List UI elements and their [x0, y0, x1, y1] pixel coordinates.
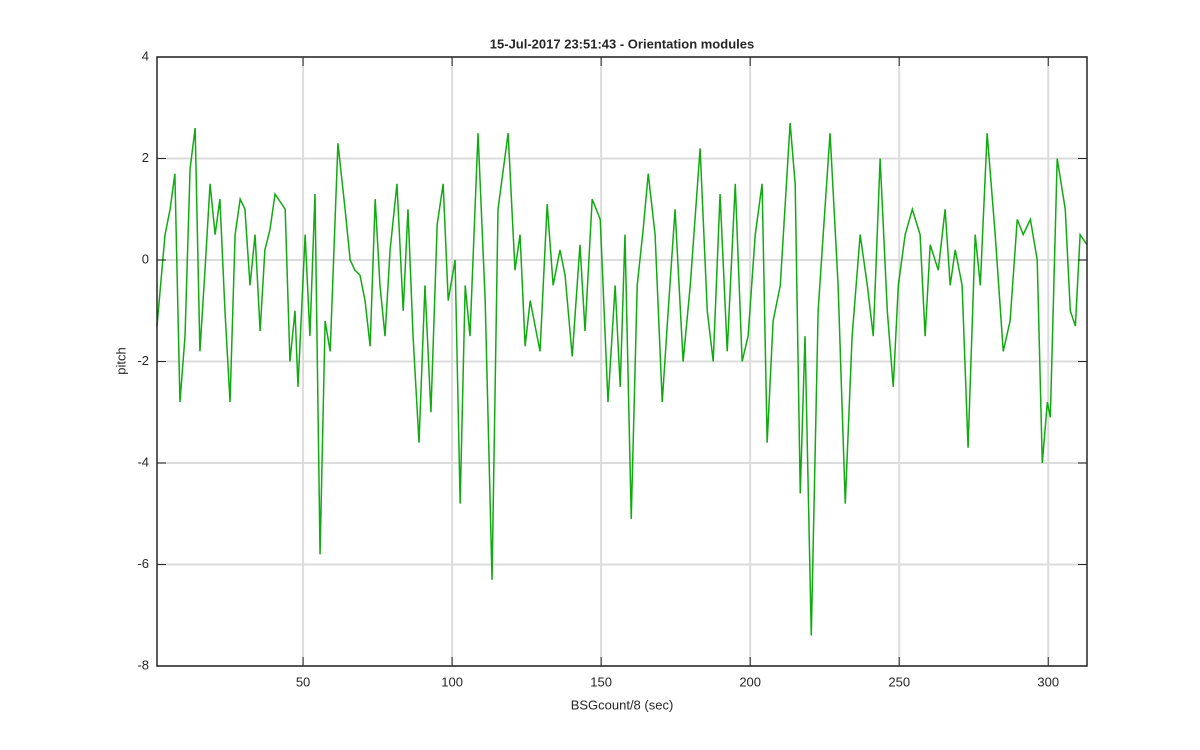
y-tick-label: -6 [137, 556, 149, 571]
x-tick-label: 200 [739, 674, 761, 689]
y-tick-label: 0 [142, 251, 149, 266]
y-tick-label: 4 [142, 48, 149, 63]
x-tick-label: 300 [1037, 674, 1059, 689]
x-tick-label: 250 [888, 674, 910, 689]
y-tick-label: -2 [137, 353, 149, 368]
line-layer [156, 122, 1088, 636]
x-tick-label: 150 [590, 674, 612, 689]
y-axis-label: pitch [113, 347, 128, 374]
chart-title: 15-Jul-2017 23:51:43 - Orientation modul… [490, 36, 754, 51]
x-axis-label: BSGcount/8 (sec) [571, 697, 674, 712]
x-tick-label: 100 [441, 674, 463, 689]
y-tick-label: -4 [137, 454, 149, 469]
y-tick-label: -8 [137, 657, 149, 672]
x-tick-label: 50 [296, 674, 310, 689]
data-line [156, 122, 1088, 636]
y-tick-label: 2 [142, 150, 149, 165]
grid-layer [157, 56, 1087, 667]
